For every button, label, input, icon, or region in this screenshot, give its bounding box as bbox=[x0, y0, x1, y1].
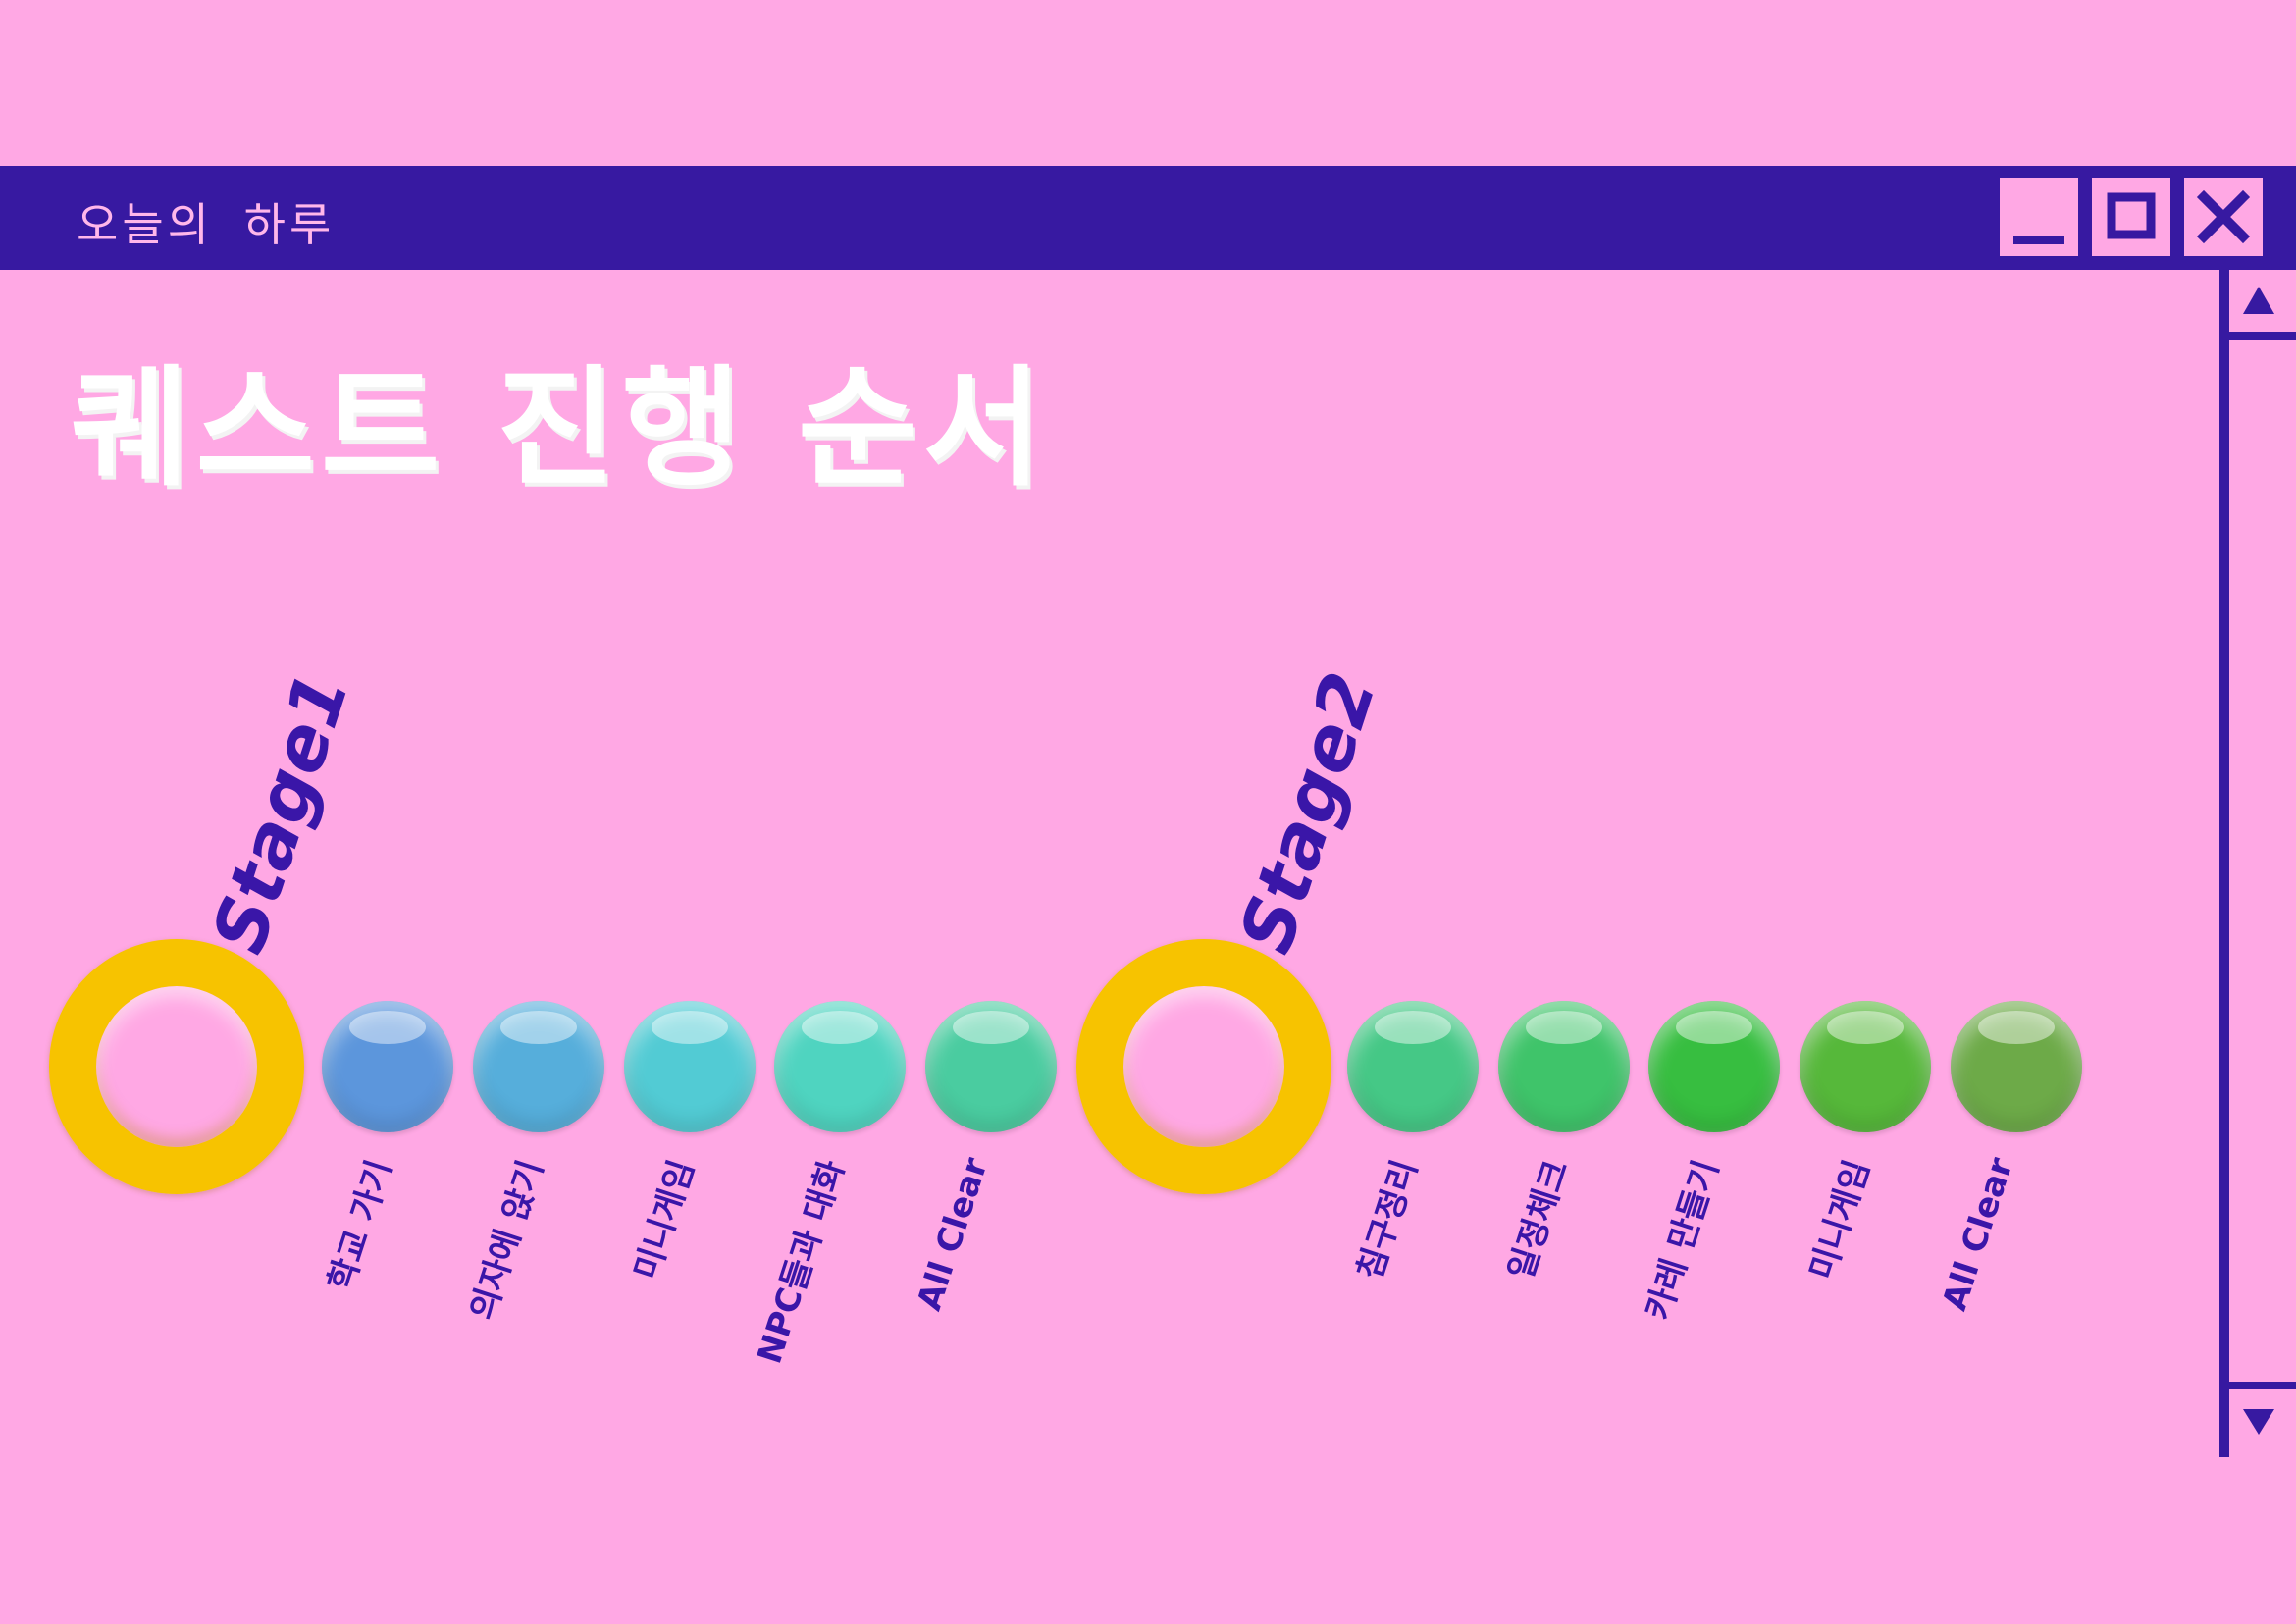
stage-2-step-2-ball[interactable] bbox=[1498, 1001, 1630, 1132]
stage-1-step-2-label: 의자에 앉기 bbox=[462, 1155, 551, 1325]
stage-2-step-3-label: 카레 만들기 bbox=[1638, 1155, 1727, 1325]
stage-2-step-4-ball[interactable] bbox=[1800, 1001, 1931, 1132]
close-icon bbox=[2196, 189, 2251, 244]
maximize-icon bbox=[2107, 192, 2156, 239]
stage-2-step-1-label: 침구정리 bbox=[1349, 1155, 1426, 1284]
stage-1-step-1-label: 학교 가기 bbox=[321, 1155, 400, 1296]
scroll-up-icon[interactable] bbox=[2239, 285, 2278, 318]
window-titlebar[interactable]: 오늘의 하루 bbox=[0, 166, 2296, 270]
minimize-icon bbox=[2013, 236, 2064, 244]
close-button[interactable] bbox=[2184, 178, 2263, 256]
stage-1-label: Stage1 bbox=[196, 662, 366, 963]
window-title: 오늘의 하루 bbox=[77, 198, 336, 251]
stage-1-ring[interactable] bbox=[49, 939, 304, 1194]
stage-2-step-4-label: 미니게임 bbox=[1801, 1155, 1878, 1284]
stage-1-step-2-ball[interactable] bbox=[473, 1001, 604, 1132]
stage-2-ring[interactable] bbox=[1076, 939, 1331, 1194]
minimize-button[interactable] bbox=[2000, 178, 2078, 256]
stage-1-step-3-label: 미니게임 bbox=[626, 1155, 703, 1284]
page-title: 퀘스트 진행 순서 bbox=[71, 353, 1048, 504]
scroll-down-icon[interactable] bbox=[2239, 1405, 2278, 1439]
stage-1-step-1-ball[interactable] bbox=[322, 1001, 453, 1132]
stage-2-label: Stage2 bbox=[1224, 662, 1393, 963]
stage-2-step-2-label: 일정체크 bbox=[1500, 1155, 1577, 1284]
stage-2-step-5-ball[interactable] bbox=[1951, 1001, 2082, 1132]
stage-1-step-4-label: NPC들과 대화 bbox=[750, 1155, 853, 1369]
stage-2-step-3-ball[interactable] bbox=[1648, 1001, 1780, 1132]
stage-2-step-1-ball[interactable] bbox=[1347, 1001, 1479, 1132]
stage-1-step-3-ball[interactable] bbox=[624, 1001, 756, 1132]
maximize-button[interactable] bbox=[2092, 178, 2170, 256]
stage-1-step-4-ball[interactable] bbox=[774, 1001, 906, 1132]
stage-1-step-5-ball[interactable] bbox=[925, 1001, 1057, 1132]
stage-1-step-5-label: All Clear bbox=[910, 1153, 997, 1316]
stage-2-step-5-label: All Clear bbox=[1935, 1153, 2022, 1316]
